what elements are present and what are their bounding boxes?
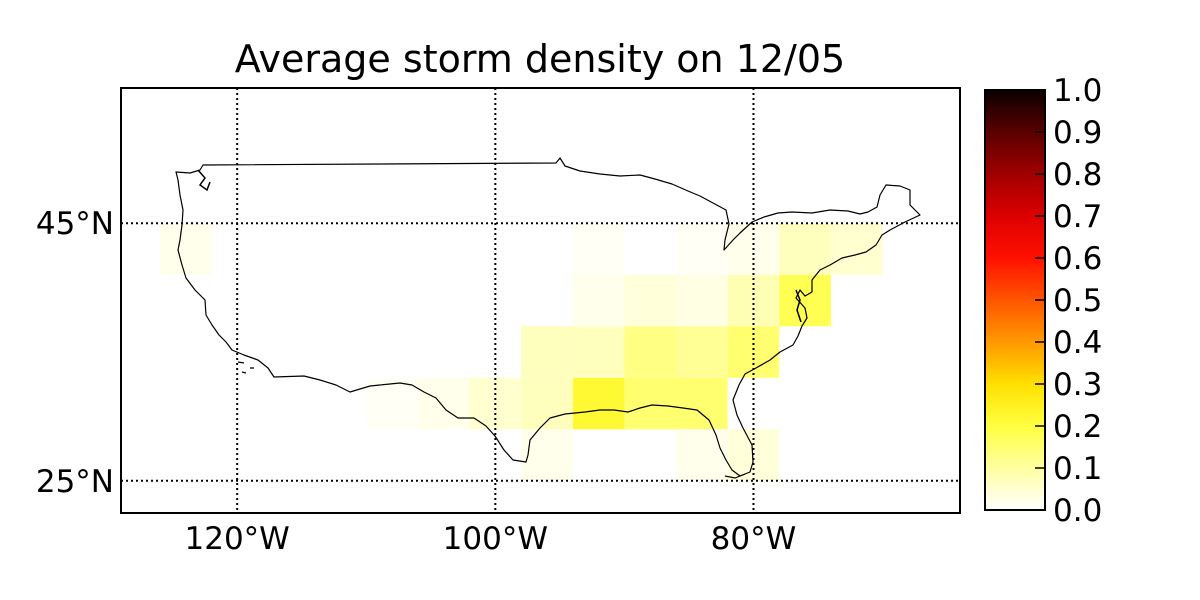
ca-islands [237,361,254,374]
colorbar-tick-label: 0.7 [1053,199,1102,235]
colorbar-tick-label: 0.4 [1053,325,1102,361]
density-cell [676,274,728,327]
density-cell [676,326,728,378]
density-cell [624,326,677,378]
colorbar-tick-label: 0.2 [1053,409,1102,445]
map-title: Average storm density on 12/05 [235,37,845,81]
density-cell [624,274,677,327]
density-cell [572,326,625,378]
density-cell [572,377,625,430]
florida-keys [724,473,746,479]
density-cell [159,223,212,275]
colorbar-ticks: 0.0 0.1 0.2 0.3 0.4 0.5 0.6 0.7 0.8 0.9 1.0 [1035,73,1102,529]
longitude-label: 120°W [185,521,290,557]
latitude-label: 45°N [36,206,114,242]
density-cell [779,274,831,327]
latitude-label: 25°N [36,464,114,500]
colorbar-tick-label: 0.1 [1053,451,1102,487]
chesapeake-bay [795,289,802,323]
colorbar-tick-label: 0.3 [1053,367,1102,403]
density-cell [676,429,728,481]
density-cell [521,326,573,378]
density-cell [830,223,883,275]
colorbar-tick-label: 0.5 [1053,283,1102,319]
density-cell [624,377,677,430]
density-cell [572,274,625,327]
longitude-labels: 120°W 100°W 80°W [185,521,797,557]
longitude-label: 100°W [443,521,548,557]
colorbar-tick-label: 0.0 [1053,493,1102,529]
density-cell [366,377,418,430]
colorbar-tick-label: 0.9 [1053,115,1102,151]
density-cell [521,429,573,481]
map-frame [120,87,961,514]
density-cell [676,377,728,430]
latitude-labels: 45°N 25°N [36,206,114,500]
colorbar-tick-label: 0.6 [1053,241,1102,277]
density-cell [417,377,470,430]
puget-sound [197,169,211,192]
colorbar-tick-label: 1.0 [1053,73,1102,109]
density-cell [779,223,831,275]
colorbar-tick-label: 0.8 [1053,157,1102,193]
longitude-label: 80°W [711,521,797,557]
density-cell [572,223,625,275]
graticule [121,88,960,513]
density-cells [159,223,883,481]
density-cell [676,223,728,275]
density-cell [727,429,780,481]
